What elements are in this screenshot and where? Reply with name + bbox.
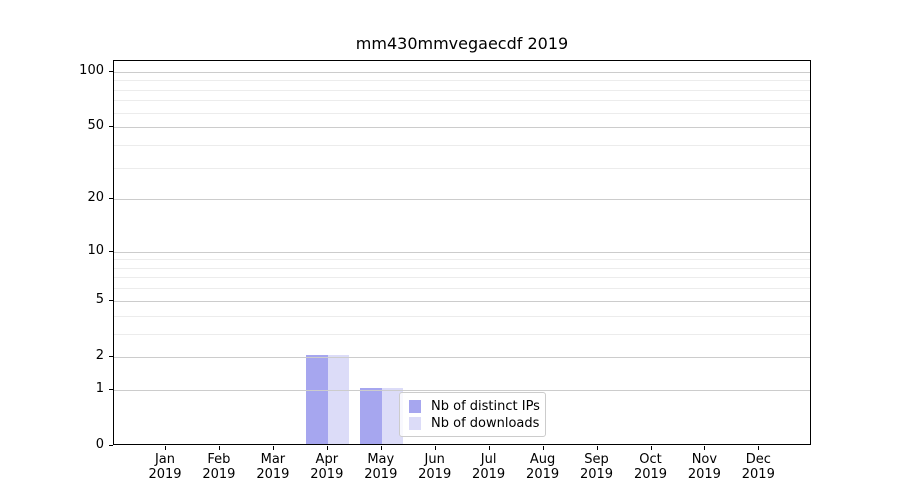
legend-label: Nb of downloads — [431, 416, 540, 431]
x-tick-label-aug: Aug 2019 — [511, 452, 575, 482]
x-tick-mark — [650, 446, 652, 450]
y-tick-label: 20 — [87, 190, 104, 206]
minor-gridline — [114, 112, 810, 114]
plot-area — [113, 60, 811, 445]
minor-gridline — [114, 167, 810, 169]
y-tick-label: 50 — [87, 118, 104, 134]
y-tick-mark — [109, 126, 113, 128]
major-gridline — [114, 199, 810, 201]
x-tick-year: 2019 — [472, 467, 506, 482]
x-tick-month: Nov — [691, 452, 718, 467]
x-tick-label-dec: Dec 2019 — [726, 452, 790, 482]
x-tick-label-sep: Sep 2019 — [565, 452, 629, 482]
x-tick-mark — [758, 446, 760, 450]
legend-entry: Nb of downloads — [409, 416, 540, 431]
x-tick-mark — [704, 446, 706, 450]
legend-label: Nb of distinct IPs — [431, 399, 540, 414]
y-tick-label: 100 — [79, 62, 104, 78]
x-tick-mark — [488, 446, 490, 450]
y-tick-mark — [109, 250, 113, 252]
y-tick-mark — [109, 445, 113, 446]
x-tick-year: 2019 — [364, 467, 398, 482]
minor-gridline — [114, 315, 810, 317]
minor-gridline — [114, 288, 810, 290]
major-gridline — [114, 356, 810, 358]
chart-title: mm430mmvegaecdf 2019 — [355, 34, 569, 53]
minor-gridline — [114, 267, 810, 269]
x-tick-mark — [380, 446, 382, 450]
x-tick-label-may: May 2019 — [349, 452, 413, 482]
y-tick-mark — [109, 299, 113, 301]
minor-gridline — [114, 277, 810, 279]
legend-swatch — [409, 417, 421, 430]
x-tick-mark — [165, 446, 166, 450]
x-tick-label-mar: Mar 2019 — [241, 452, 305, 482]
y-tick-mark — [109, 388, 113, 390]
major-gridline — [114, 251, 810, 253]
y-tick-mark — [109, 355, 113, 357]
minor-gridline — [114, 100, 810, 102]
x-tick-mark — [596, 446, 598, 450]
x-tick-label-jan: Jan 2019 — [133, 452, 197, 482]
major-gridline — [114, 389, 810, 391]
x-tick-mark — [434, 446, 436, 450]
y-tick-label: 10 — [87, 242, 104, 258]
minor-gridline — [114, 89, 810, 91]
x-tick-year: 2019 — [633, 467, 668, 482]
minor-gridline — [114, 333, 810, 335]
x-tick-month: Jun — [424, 452, 445, 467]
x-tick-month: Mar — [260, 452, 286, 467]
x-tick-month: May — [367, 452, 395, 467]
x-tick-month: Apr — [315, 452, 339, 467]
x-tick-year: 2019 — [256, 467, 290, 482]
x-tick-label-jul: Jul 2019 — [457, 452, 521, 482]
x-tick-label-feb: Feb 2019 — [187, 452, 251, 482]
x-tick-mark — [218, 446, 220, 450]
x-tick-year: 2019 — [579, 467, 614, 482]
x-tick-year: 2019 — [148, 467, 182, 482]
x-tick-year: 2019 — [310, 467, 344, 482]
x-tick-year: 2019 — [526, 467, 560, 482]
bar-nb-of-distinct-ips-may — [360, 387, 382, 444]
x-tick-mark — [272, 446, 274, 450]
x-tick-year: 2019 — [418, 467, 452, 482]
x-tick-mark — [326, 446, 328, 450]
bar-nb-of-distinct-ips-apr — [306, 354, 328, 444]
x-tick-year: 2019 — [741, 467, 775, 482]
major-gridline — [114, 300, 810, 302]
x-tick-month: Dec — [745, 452, 771, 467]
x-tick-month: Feb — [207, 452, 231, 467]
x-tick-label-jun: Jun 2019 — [403, 452, 467, 482]
x-tick-month: Jul — [480, 452, 497, 467]
bar-nb-of-downloads-apr — [327, 354, 350, 444]
y-tick-label: 0 — [95, 437, 104, 452]
x-tick-month: Sep — [584, 452, 609, 467]
x-tick-month: Jan — [154, 452, 176, 467]
major-gridline — [114, 127, 810, 129]
minor-gridline — [114, 259, 810, 261]
x-tick-label-oct: Oct 2019 — [619, 452, 683, 482]
x-tick-month: Oct — [639, 452, 662, 467]
bar-nb-of-downloads-may — [381, 387, 404, 444]
legend: Nb of distinct IPs Nb of downloads — [399, 392, 546, 437]
y-tick-label: 2 — [95, 347, 104, 363]
minor-gridline — [114, 144, 810, 146]
y-tick-mark — [109, 198, 113, 200]
legend-swatch — [409, 400, 421, 413]
x-tick-month: Aug — [529, 452, 556, 467]
x-tick-year: 2019 — [687, 467, 721, 482]
x-tick-label-nov: Nov 2019 — [672, 452, 736, 482]
x-tick-mark — [542, 446, 544, 450]
y-tick-label: 5 — [95, 291, 104, 307]
minor-gridline — [114, 80, 810, 82]
y-tick-mark — [109, 70, 113, 72]
major-gridline — [114, 71, 810, 73]
legend-entry: Nb of distinct IPs — [409, 399, 540, 414]
y-tick-label: 1 — [95, 380, 104, 396]
x-tick-year: 2019 — [202, 467, 236, 482]
x-tick-label-apr: Apr 2019 — [295, 452, 359, 482]
